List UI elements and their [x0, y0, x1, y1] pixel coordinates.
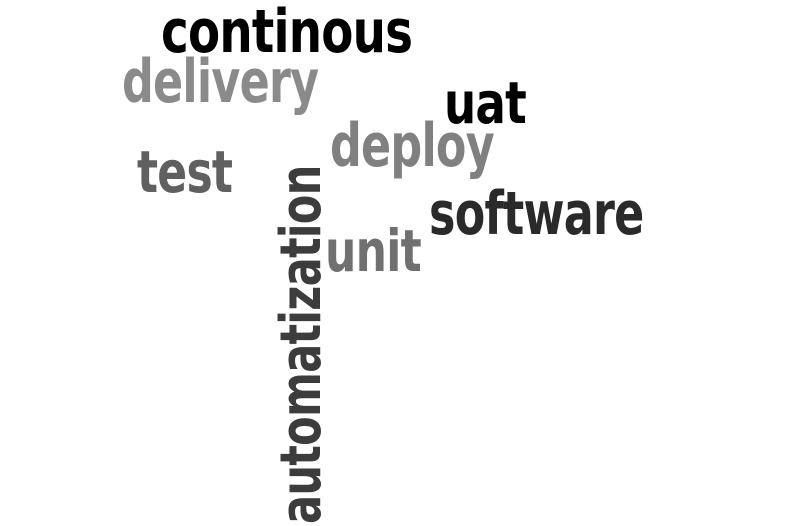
word-delivery: delivery [122, 47, 319, 117]
word-test: test [137, 138, 233, 206]
word-software: software [429, 179, 644, 249]
word-automatization: automatization [269, 165, 334, 524]
word-unit: unit [325, 217, 422, 285]
word-deploy: deploy [330, 111, 495, 181]
word-uat: uat [444, 69, 527, 137]
word-continous: continous [161, 0, 413, 67]
